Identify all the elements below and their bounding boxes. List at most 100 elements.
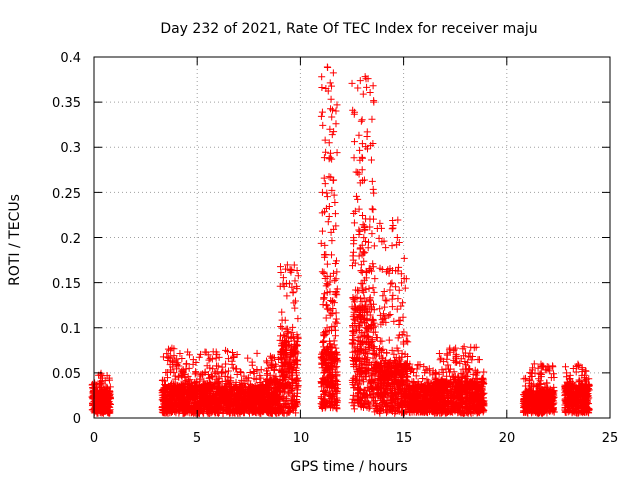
data-point	[356, 385, 364, 393]
data-point	[283, 292, 291, 300]
data-point	[174, 381, 182, 389]
data-point	[368, 335, 376, 343]
data-point	[322, 402, 330, 410]
data-point	[321, 329, 329, 337]
data-point	[331, 198, 339, 206]
data-point	[377, 346, 385, 354]
data-point	[363, 392, 371, 400]
data-point	[362, 298, 370, 306]
data-point	[359, 211, 367, 219]
data-point	[220, 398, 228, 406]
data-point	[180, 371, 188, 379]
data-point	[350, 384, 358, 392]
data-point	[98, 372, 106, 380]
data-point	[372, 352, 380, 360]
data-point	[380, 287, 388, 295]
data-point	[163, 350, 171, 358]
data-point	[370, 378, 378, 386]
data-point	[284, 360, 292, 367]
data-point	[105, 400, 113, 408]
data-point	[212, 380, 220, 388]
data-point	[350, 138, 358, 146]
data-point	[319, 121, 327, 129]
data-point	[284, 325, 292, 333]
data-point	[294, 383, 302, 391]
data-point	[323, 350, 331, 358]
data-point	[360, 234, 368, 242]
data-point	[284, 403, 292, 411]
data-point	[250, 386, 258, 394]
data-point	[277, 269, 285, 277]
data-point	[398, 349, 406, 357]
data-point	[394, 216, 402, 224]
data-point	[373, 404, 381, 412]
data-point	[211, 390, 219, 398]
data-point	[253, 349, 261, 357]
data-point	[377, 390, 385, 398]
data-point	[329, 69, 337, 77]
data-point	[356, 77, 364, 85]
data-point	[388, 295, 396, 303]
data-point	[349, 294, 357, 302]
data-point	[91, 379, 99, 387]
data-point	[379, 310, 387, 318]
data-point	[350, 405, 358, 413]
data-point	[390, 350, 398, 358]
data-point	[218, 363, 226, 371]
data-point	[287, 333, 295, 341]
data-point	[396, 381, 404, 389]
data-point	[185, 364, 193, 372]
data-point	[383, 268, 391, 276]
data-point	[365, 367, 373, 375]
data-point	[369, 260, 377, 268]
data-point	[332, 120, 340, 128]
data-point	[332, 107, 340, 115]
data-point	[349, 262, 357, 270]
data-point	[244, 354, 252, 362]
data-point	[375, 234, 383, 242]
data-point	[388, 303, 396, 311]
data-point	[401, 284, 409, 292]
data-point	[196, 388, 204, 396]
data-point	[386, 286, 394, 294]
data-point	[291, 340, 299, 348]
data-point	[359, 248, 367, 256]
data-point	[317, 239, 325, 247]
data-point	[319, 301, 327, 309]
data-point	[327, 374, 335, 382]
data-point	[478, 374, 486, 382]
data-point	[369, 140, 377, 148]
data-point	[183, 400, 191, 408]
data-point	[331, 332, 339, 340]
data-point	[333, 319, 341, 327]
data-point	[375, 383, 383, 391]
data-point	[381, 296, 389, 304]
data-point	[184, 372, 192, 380]
data-point	[349, 106, 357, 114]
data-point	[435, 350, 443, 358]
data-point	[387, 396, 395, 404]
data-point	[294, 349, 302, 357]
data-point	[224, 400, 232, 408]
data-point	[205, 356, 213, 364]
data-point	[358, 268, 366, 276]
data-point	[357, 314, 365, 322]
data-point	[234, 406, 242, 414]
data-point	[396, 399, 404, 407]
data-point	[333, 285, 341, 293]
data-point	[236, 380, 244, 388]
data-point	[371, 275, 379, 283]
data-point	[248, 358, 256, 366]
data-point	[325, 155, 333, 163]
data-point	[321, 368, 329, 376]
data-point	[279, 369, 287, 377]
data-point	[292, 381, 300, 389]
data-point	[367, 156, 375, 164]
data-point	[350, 236, 358, 244]
data-point	[359, 403, 367, 411]
data-point	[291, 304, 299, 312]
data-point	[278, 308, 286, 316]
data-point	[388, 242, 396, 250]
data-point	[328, 297, 336, 305]
data-point	[289, 323, 297, 331]
